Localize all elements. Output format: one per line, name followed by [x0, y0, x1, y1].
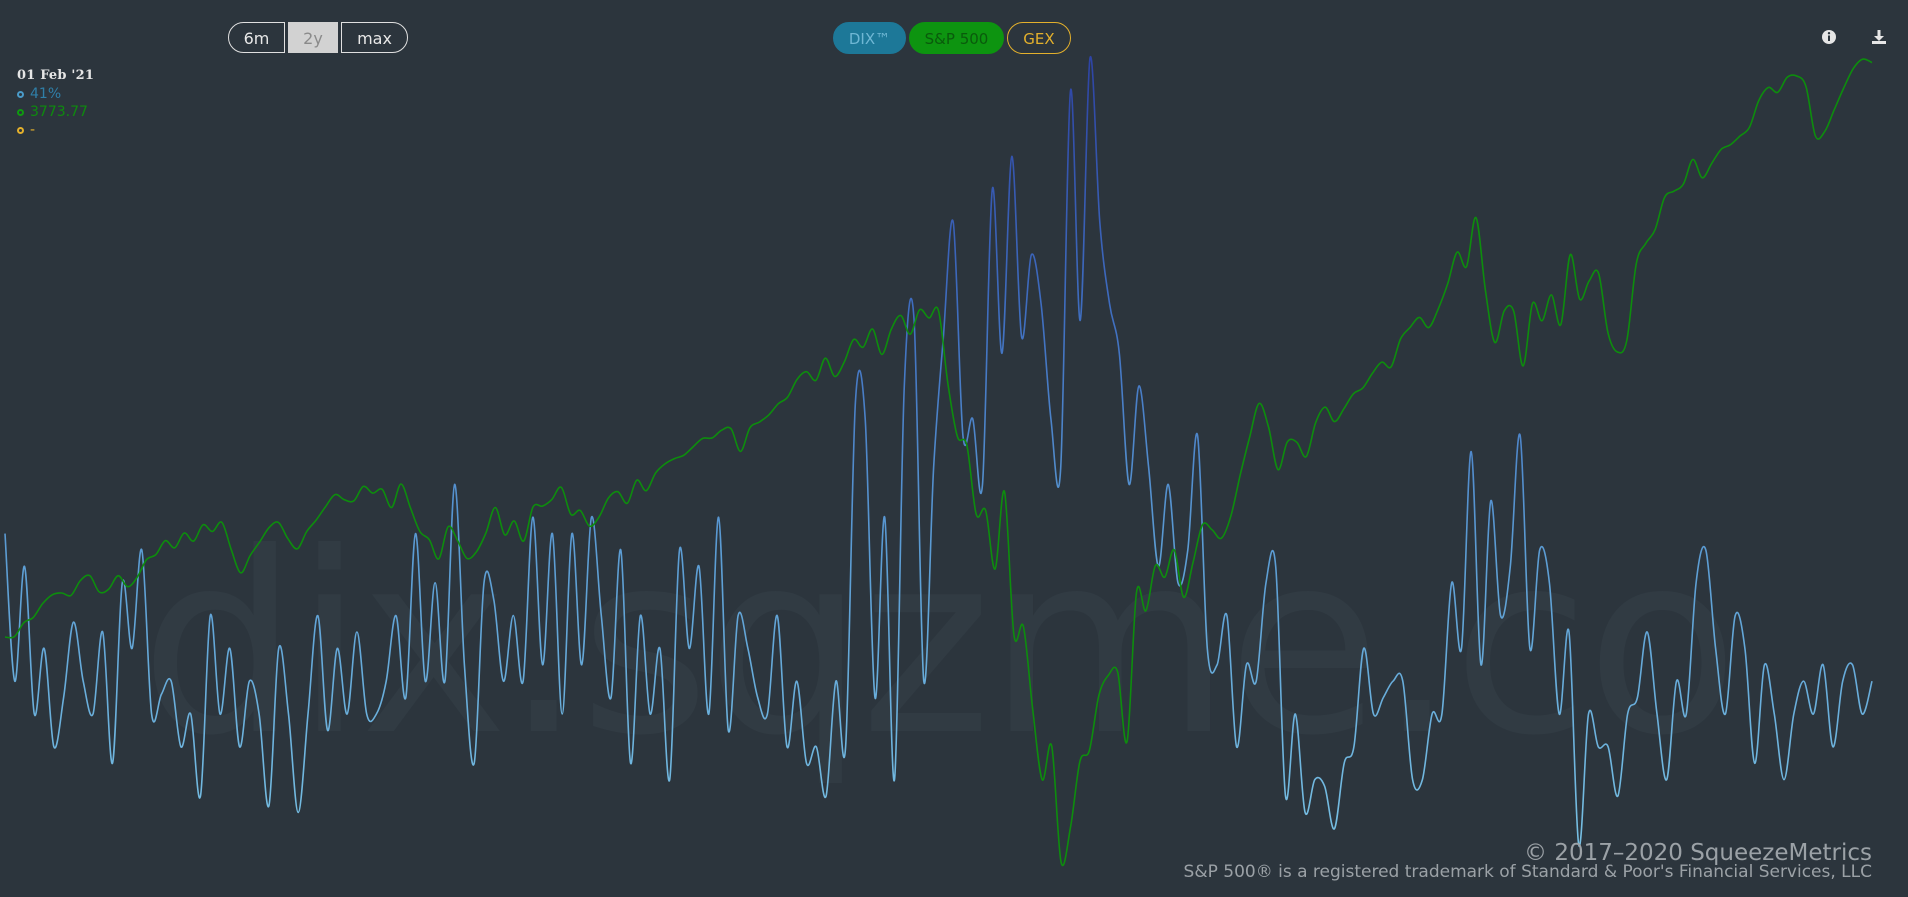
readout-date: 01 Feb '21: [17, 68, 95, 83]
spx-dot-icon: [17, 108, 24, 116]
trademark-text: S&P 500® is a registered trademark of St…: [1183, 862, 1872, 882]
readout-spx-row: 3773.77: [17, 105, 94, 119]
dix-series-line: [4, 55, 1873, 847]
readout-dix-value: 41%: [30, 86, 62, 102]
spx-series-line: [4, 58, 1873, 867]
hover-readout: 01 Feb '21 41% 3773.77 -: [17, 68, 94, 137]
info-icon[interactable]: [1820, 28, 1838, 46]
dix-dot-icon: [17, 90, 24, 98]
range-2y-button[interactable]: 2y: [288, 22, 338, 53]
watermark-text: dix.sqzme.co: [140, 499, 1739, 790]
spx-toggle-button[interactable]: S&P 500: [909, 22, 1004, 54]
readout-gex-value: -: [30, 122, 36, 138]
gex-toggle-button[interactable]: GEX: [1007, 22, 1071, 54]
readout-dix-row: 41%: [17, 87, 94, 101]
range-selector: 6m 2y max: [228, 22, 408, 53]
copyright-text: © 2017–2020 SqueezeMetrics: [1524, 840, 1872, 866]
range-max-button[interactable]: max: [341, 22, 408, 53]
gex-dot-icon: [17, 126, 24, 134]
readout-spx-value: 3773.77: [30, 104, 88, 120]
readout-gex-row: -: [17, 123, 94, 137]
download-icon[interactable]: [1870, 28, 1888, 46]
range-6m-button[interactable]: 6m: [228, 22, 285, 53]
dix-toggle-button[interactable]: DIX™: [833, 22, 906, 54]
series-toggle-group: DIX™ S&P 500 GEX: [833, 22, 1071, 54]
